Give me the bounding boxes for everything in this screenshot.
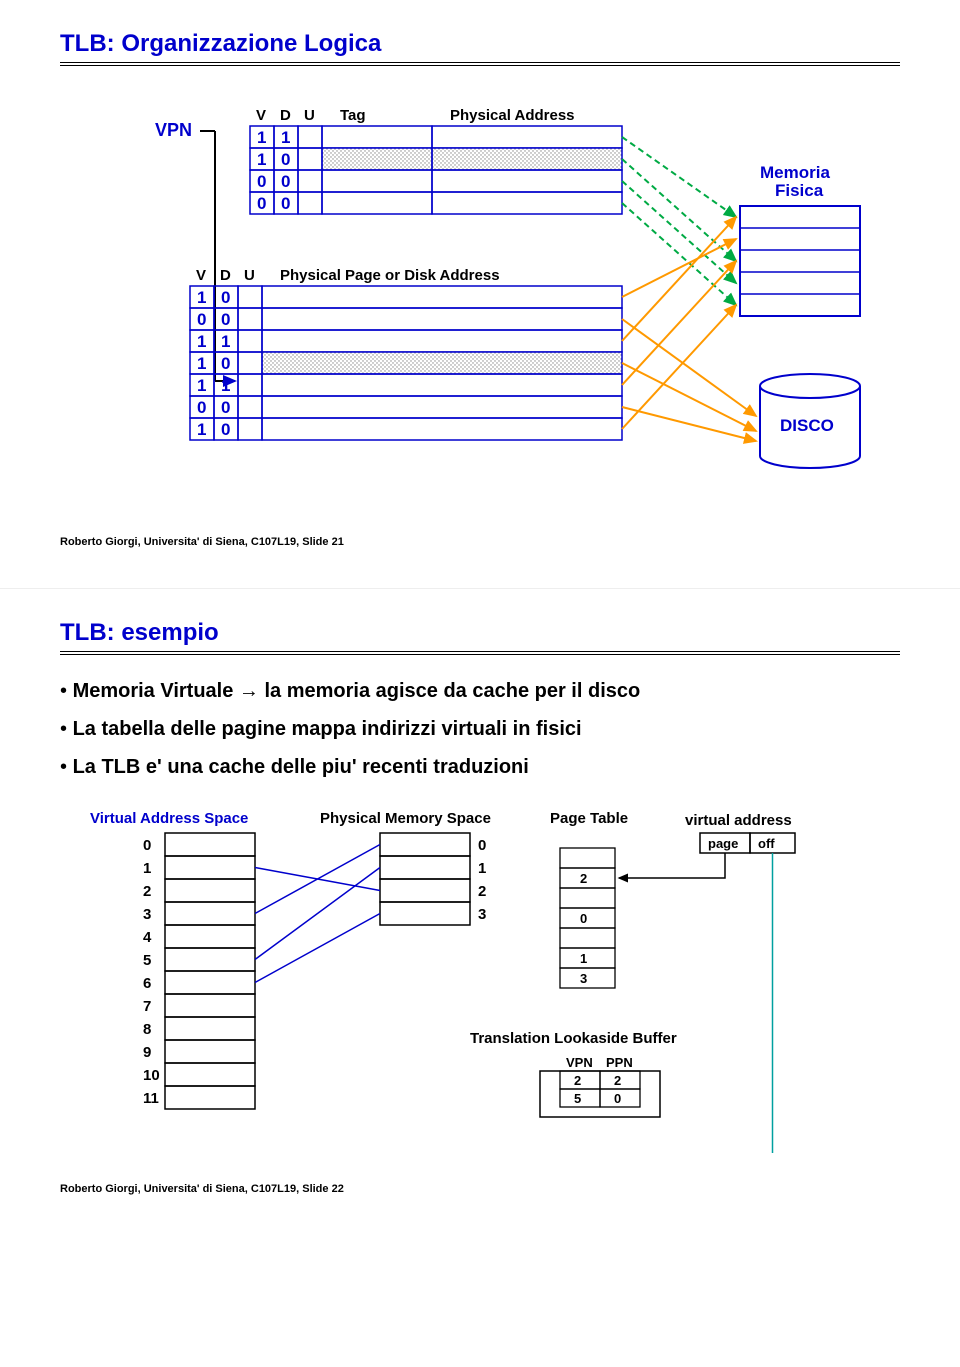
- tlb-diagram: VPNVDUTagPhysical Address11100000VDUPhys…: [60, 86, 900, 526]
- svg-text:9: 9: [143, 1044, 151, 1061]
- svg-text:4: 4: [143, 929, 152, 946]
- svg-text:V: V: [256, 107, 266, 124]
- slide-footer: Roberto Giorgi, Universita' di Siena, C1…: [60, 536, 900, 548]
- svg-text:0: 0: [281, 172, 290, 191]
- svg-text:2: 2: [478, 883, 486, 900]
- svg-text:Translation Lookaside Buffer: Translation Lookaside Buffer: [470, 1030, 677, 1047]
- svg-text:0: 0: [257, 172, 266, 191]
- svg-text:1: 1: [478, 860, 486, 877]
- svg-text:off: off: [758, 836, 775, 851]
- svg-text:3: 3: [478, 906, 486, 923]
- svg-text:0: 0: [580, 911, 587, 926]
- svg-text:10: 10: [143, 1067, 160, 1084]
- svg-text:D: D: [220, 267, 231, 284]
- svg-text:0: 0: [614, 1091, 621, 1106]
- svg-text:Page Table: Page Table: [550, 810, 628, 827]
- svg-text:Tag: Tag: [340, 107, 366, 124]
- svg-text:PPN: PPN: [606, 1055, 633, 1070]
- svg-text:7: 7: [143, 998, 151, 1015]
- slide-footer: Roberto Giorgi, Universita' di Siena, C1…: [60, 1183, 900, 1195]
- svg-text:1: 1: [197, 420, 206, 439]
- slide-22: TLB: esempio • Memoria Virtuale → la mem…: [0, 588, 960, 1215]
- svg-text:U: U: [304, 107, 315, 124]
- svg-text:1: 1: [197, 354, 206, 373]
- svg-text:U: U: [244, 267, 255, 284]
- svg-text:0: 0: [281, 150, 290, 169]
- svg-text:1: 1: [221, 376, 230, 395]
- svg-text:0: 0: [197, 310, 206, 329]
- tlb-example-diagram: Virtual Address Space01234567891011Physi…: [60, 793, 900, 1173]
- svg-text:1: 1: [257, 150, 266, 169]
- svg-text:2: 2: [143, 883, 151, 900]
- svg-text:0: 0: [221, 420, 230, 439]
- bullet-list: • Memoria Virtuale → la memoria agisce d…: [60, 675, 900, 783]
- bullet-item: • La TLB e' una cache delle piu' recenti…: [60, 751, 900, 783]
- svg-text:Virtual Address Space: Virtual Address Space: [90, 810, 248, 827]
- svg-text:Fisica: Fisica: [775, 181, 824, 200]
- svg-text:0: 0: [257, 194, 266, 213]
- svg-text:0: 0: [221, 354, 230, 373]
- svg-text:0: 0: [221, 288, 230, 307]
- svg-text:DISCO: DISCO: [780, 416, 834, 435]
- svg-text:Physical Address: Physical Address: [450, 107, 575, 124]
- slide-title: TLB: Organizzazione Logica: [60, 30, 900, 66]
- svg-text:1: 1: [221, 332, 230, 351]
- svg-text:1: 1: [197, 376, 206, 395]
- svg-text:5: 5: [574, 1091, 581, 1106]
- svg-text:1: 1: [197, 288, 206, 307]
- svg-text:2: 2: [580, 871, 587, 886]
- svg-text:0: 0: [478, 837, 486, 854]
- svg-text:2: 2: [614, 1073, 621, 1088]
- svg-text:Physical Page or Disk Address: Physical Page or Disk Address: [280, 267, 500, 284]
- bullet-item: • La tabella delle pagine mappa indirizz…: [60, 713, 900, 745]
- svg-text:1: 1: [257, 128, 266, 147]
- svg-text:page: page: [708, 836, 738, 851]
- svg-text:1: 1: [281, 128, 290, 147]
- svg-text:1: 1: [197, 332, 206, 351]
- svg-text:VPN: VPN: [566, 1055, 593, 1070]
- slide-21: TLB: Organizzazione Logica VPNVDUTa: [0, 0, 960, 568]
- svg-text:VPN: VPN: [155, 120, 192, 140]
- svg-text:virtual address: virtual address: [685, 812, 792, 829]
- svg-text:Memoria: Memoria: [760, 163, 830, 182]
- svg-text:0: 0: [143, 837, 151, 854]
- svg-text:11: 11: [143, 1090, 159, 1107]
- svg-text:0: 0: [281, 194, 290, 213]
- bullet-item: • Memoria Virtuale → la memoria agisce d…: [60, 675, 900, 707]
- svg-text:V: V: [196, 267, 206, 284]
- svg-text:1: 1: [580, 951, 587, 966]
- svg-text:0: 0: [221, 398, 230, 417]
- svg-text:5: 5: [143, 952, 151, 969]
- svg-text:0: 0: [221, 310, 230, 329]
- svg-text:2: 2: [574, 1073, 581, 1088]
- svg-text:1: 1: [143, 860, 151, 877]
- svg-text:8: 8: [143, 1021, 151, 1038]
- svg-text:0: 0: [197, 398, 206, 417]
- svg-text:D: D: [280, 107, 291, 124]
- svg-text:3: 3: [143, 906, 151, 923]
- svg-text:3: 3: [580, 971, 587, 986]
- svg-text:Physical Memory Space: Physical Memory Space: [320, 810, 491, 827]
- svg-text:6: 6: [143, 975, 151, 992]
- slide-title: TLB: esempio: [60, 619, 900, 655]
